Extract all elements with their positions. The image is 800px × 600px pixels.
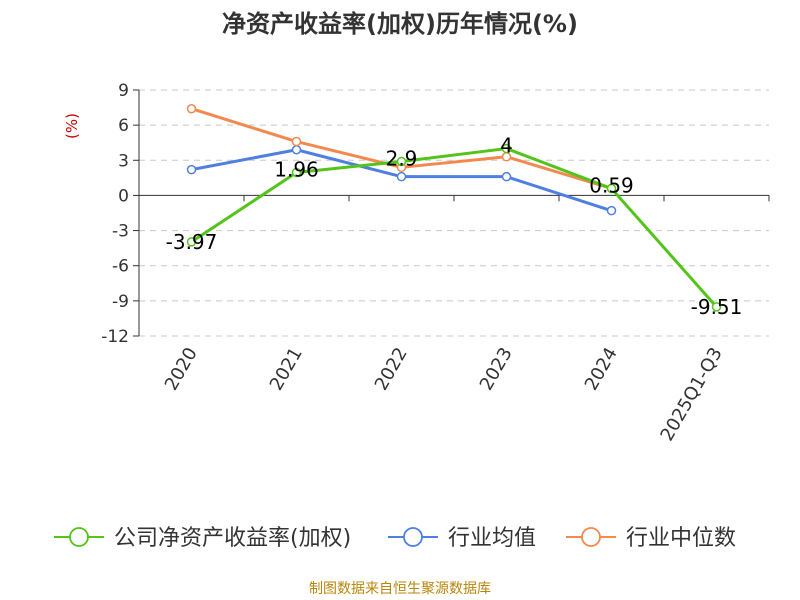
y-tick-label: -6 — [112, 257, 129, 277]
data-point — [396, 156, 407, 167]
legend-label: 公司净资产收益率(加权) — [114, 526, 351, 551]
x-tick-label: 2025Q1-Q3 — [657, 344, 727, 445]
legend-swatch-marker — [403, 527, 423, 547]
data-point — [291, 144, 302, 155]
y-tick-label: 3 — [118, 151, 129, 171]
x-tick-label: 2020 — [161, 344, 202, 394]
chart-title: 净资产收益率(加权)历年情况(%) — [222, 10, 578, 38]
data-point — [186, 237, 197, 247]
data-point — [186, 103, 197, 114]
y-tick-label: 0 — [118, 186, 129, 206]
data-source-note: 制图数据来自恒生聚源数据库 — [309, 581, 491, 597]
data-label: 2.9 — [386, 146, 418, 170]
y-tick-label: -9 — [112, 292, 129, 312]
data-point — [501, 171, 512, 182]
data-point — [396, 171, 407, 182]
data-point — [606, 205, 617, 216]
data-point — [291, 167, 302, 178]
y-tick-label: -3 — [112, 222, 129, 242]
x-tick-label: 2022 — [371, 344, 412, 394]
x-tick-label: 2023 — [476, 344, 517, 394]
data-point — [606, 183, 617, 194]
data-label: -3.97 — [166, 230, 218, 254]
y-tick-label: 6 — [118, 116, 129, 136]
legend-label: 行业中位数 — [626, 526, 736, 551]
y-tick-label: -12 — [101, 327, 129, 347]
legend-swatch-marker — [69, 527, 89, 547]
data-point — [711, 302, 722, 312]
data-label: 1.96 — [274, 157, 319, 181]
data-point — [501, 143, 512, 154]
y-tick-label: 9 — [118, 81, 129, 101]
x-tick-label: 2024 — [581, 344, 622, 394]
data-label: 0.59 — [589, 174, 634, 198]
data-label: 4 — [500, 134, 513, 158]
y-axis-label: (%) — [63, 113, 81, 139]
data-point — [291, 136, 302, 147]
data-label: -9.51 — [691, 295, 743, 319]
legend-swatch-marker — [581, 527, 601, 547]
legend-label: 行业均值 — [448, 526, 536, 551]
data-point — [186, 164, 197, 175]
series-line — [190, 147, 718, 309]
x-tick-label: 2021 — [266, 344, 307, 394]
